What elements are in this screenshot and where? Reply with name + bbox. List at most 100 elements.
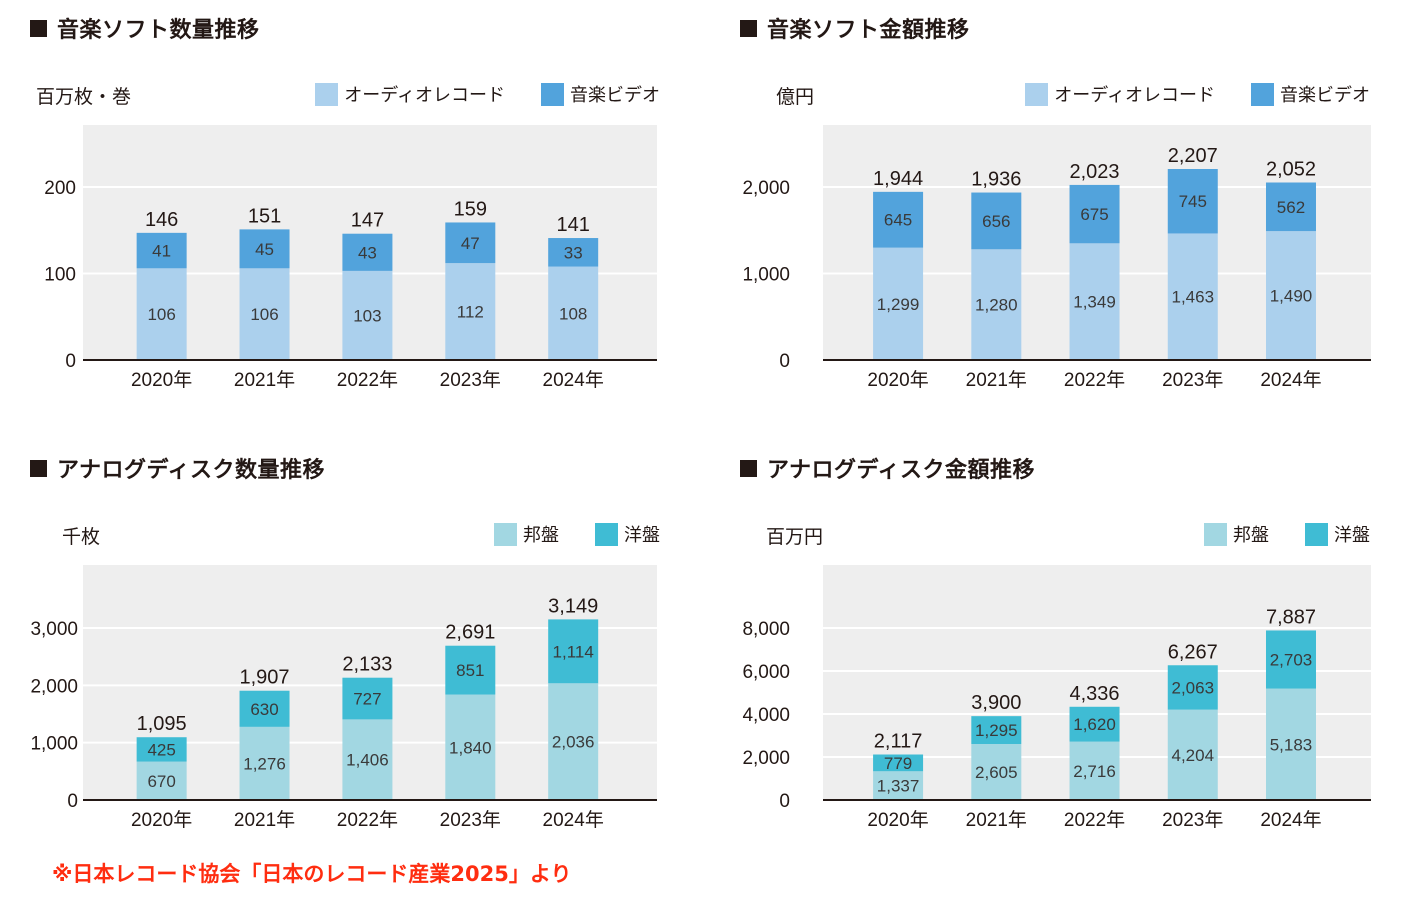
bar-segment-label: 851 xyxy=(456,661,484,680)
bar-segment-label: 1,299 xyxy=(877,295,920,314)
legend-item-audio-record: オーディオレコード xyxy=(1025,81,1215,107)
bar-segment-bottom xyxy=(873,771,924,800)
bar-segment-label: 106 xyxy=(250,305,278,324)
x-tick-label: 2021年 xyxy=(234,369,295,391)
bar-total-label: 2,023 xyxy=(1070,161,1120,183)
bar-total-label: 1,907 xyxy=(239,667,289,689)
chart-title: アナログディスク金額推移 xyxy=(740,452,1035,484)
x-tick-label: 2024年 xyxy=(543,369,604,391)
x-tick-label: 2024年 xyxy=(1260,369,1321,391)
bar-segment-bottom xyxy=(342,719,393,800)
chart-svg: 0 1,000 2,000 3,000 670 425 1,095 2020年 1,276 630… xyxy=(30,565,657,831)
chart-title-text: 音楽ソフト金額推移 xyxy=(767,18,970,43)
bar-segment-label: 1,295 xyxy=(975,721,1018,740)
bar-segment-label: 1,276 xyxy=(243,754,286,773)
bar-segment-bottom xyxy=(1265,231,1316,360)
bar-segment-label: 103 xyxy=(353,306,381,325)
bar-segment-top xyxy=(971,716,1022,744)
bar-segment-top xyxy=(239,229,290,269)
legend-item-music-video: 音楽ビデオ xyxy=(541,81,660,107)
bar-total-label: 1,095 xyxy=(137,713,187,735)
bar-segment-label: 1,840 xyxy=(449,738,492,757)
bar-segment-bottom xyxy=(1069,243,1120,360)
bar-segment-label: 1,406 xyxy=(346,751,389,770)
legend-label: 邦盤 xyxy=(1233,525,1269,546)
legend-item-international: 洋盤 xyxy=(1305,521,1370,547)
y-tick-label: 3,000 xyxy=(30,619,78,640)
bar-segment-label: 1,463 xyxy=(1171,288,1214,307)
y-tick-label: 100 xyxy=(44,265,76,286)
x-tick-label: 2023年 xyxy=(1162,369,1223,391)
bar-total-label: 7,887 xyxy=(1266,606,1316,628)
x-tick-label: 2022年 xyxy=(1064,369,1125,391)
bar-total-label: 147 xyxy=(351,210,384,232)
title-square-icon xyxy=(740,459,757,477)
legend-item-domestic: 邦盤 xyxy=(494,521,559,547)
bar-segment-bottom xyxy=(445,694,496,800)
bar-segment-label: 1,620 xyxy=(1073,715,1116,734)
bar-segment-bottom xyxy=(1167,233,1218,360)
bar-total-label: 6,267 xyxy=(1168,641,1218,663)
legend-swatch-icon xyxy=(1251,82,1274,106)
bar-total-label: 3,900 xyxy=(971,692,1021,714)
bar-segment-bottom xyxy=(971,249,1022,360)
bar-segment-top xyxy=(1265,182,1316,232)
bar-total-label: 146 xyxy=(145,209,178,231)
chart-panel-analog-value: アナログディスク金額推移 百万円 邦盤 洋盤 0 2,000 4,000 6,000 8… xyxy=(740,452,1408,872)
bar-segment-top xyxy=(548,619,599,684)
bar-segment-label: 47 xyxy=(461,234,480,253)
legend-swatch-icon xyxy=(315,82,339,106)
bar-segment-label: 1,490 xyxy=(1270,287,1313,306)
legend-swatch-icon xyxy=(541,82,564,106)
chart-svg: 0 100 200 106 41 146 2020年 106 45 151 2021年 103 43 14… xyxy=(44,125,657,391)
bar-segment-label: 1,280 xyxy=(975,296,1018,315)
y-unit-label: 百万枚・巻 xyxy=(36,86,132,108)
x-tick-label: 2022年 xyxy=(337,369,398,391)
bar-total-label: 151 xyxy=(248,205,281,227)
y-tick-label: 2,000 xyxy=(30,676,78,697)
legend-item-domestic: 邦盤 xyxy=(1204,521,1269,547)
y-tick-label: 1,000 xyxy=(742,265,790,286)
bar-total-label: 2,133 xyxy=(342,654,392,676)
x-tick-label: 2023年 xyxy=(1162,809,1223,831)
y-tick-label: 4,000 xyxy=(742,705,790,726)
bar-segment-label: 645 xyxy=(884,211,912,230)
bar-segment-label: 2,605 xyxy=(975,763,1018,782)
y-tick-label: 0 xyxy=(779,351,790,372)
y-tick-label: 0 xyxy=(65,351,76,372)
chart-title-text: アナログディスク金額推移 xyxy=(767,458,1036,483)
bar-segment-label: 2,036 xyxy=(552,733,595,752)
bar-segment-top xyxy=(548,238,599,267)
bar-segment-label: 2,703 xyxy=(1270,651,1313,670)
bar-segment-top xyxy=(1167,169,1218,234)
bar-segment-top xyxy=(873,754,924,772)
bar-segment-top xyxy=(1069,184,1120,244)
chart-title: 音楽ソフト金額推移 xyxy=(740,12,970,44)
x-tick-label: 2024年 xyxy=(1260,809,1321,831)
bar-segment-label: 43 xyxy=(358,243,377,262)
bar-segment-label: 425 xyxy=(147,740,175,759)
chart-title: 音楽ソフト数量推移 xyxy=(30,12,260,44)
bar-segment-top xyxy=(136,737,187,762)
y-tick-label: 0 xyxy=(67,791,78,812)
bar-total-label: 2,207 xyxy=(1168,145,1218,167)
x-tick-label: 2021年 xyxy=(966,809,1027,831)
x-tick-label: 2020年 xyxy=(131,369,192,391)
bar-segment-bottom xyxy=(239,726,290,800)
legend-item-international: 洋盤 xyxy=(595,521,660,547)
y-unit-label: 億円 xyxy=(776,86,815,108)
legend-label: 洋盤 xyxy=(624,525,660,546)
legend-label: オーディオレコード xyxy=(344,85,505,106)
bar-segment-top xyxy=(445,222,496,264)
legend-swatch-icon xyxy=(1025,82,1049,106)
bar-segment-label: 112 xyxy=(457,303,484,322)
x-tick-label: 2022年 xyxy=(1064,809,1125,831)
chart-panel-music-soft-volume: 音楽ソフト数量推移 百万枚・巻 オーディオレコード 音楽ビデオ 0 100 200 1… xyxy=(30,12,710,432)
y-tick-label: 2,000 xyxy=(742,748,790,769)
legend-swatch-icon xyxy=(1204,522,1227,546)
chart-title: アナログディスク数量推移 xyxy=(30,452,325,484)
legend-swatch-icon xyxy=(1305,522,1328,546)
bar-segment-top xyxy=(971,192,1022,250)
bar-total-label: 1,936 xyxy=(971,169,1021,191)
bar-total-label: 1,944 xyxy=(873,168,923,190)
